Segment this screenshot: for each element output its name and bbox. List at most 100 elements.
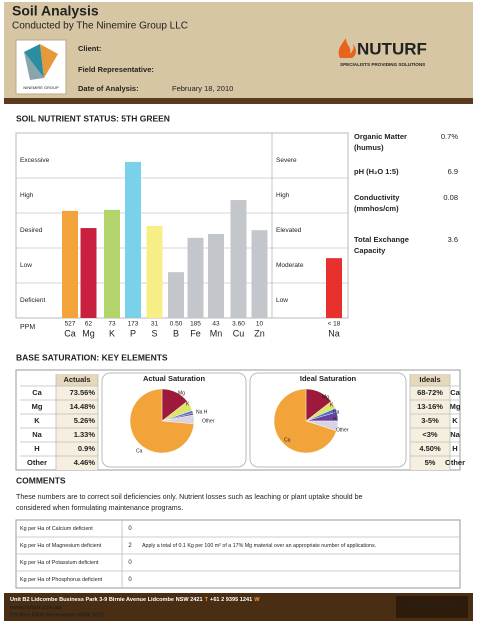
ideal-pie-frame [249, 372, 407, 468]
pie-slice [129, 388, 195, 454]
band-label: Moderate [276, 262, 304, 269]
table-header: Actuals [63, 375, 90, 384]
deficiency-label: Kg per Ha of Phosphorus deficient [20, 577, 103, 583]
nutrient-bar [326, 258, 342, 318]
content: Soil Analysis Conducted by The Ninemire G… [9, 3, 465, 619]
footer-po-box: PO Box 6300 Silverwater NSW 1811 [10, 612, 104, 618]
footer-web: www.nuturf.com.au [9, 605, 62, 611]
nutrient-bar [146, 225, 163, 318]
ppm-value: 43 [212, 321, 220, 328]
section-title: BASE SATURATION: KEY ELEMENTS [16, 352, 168, 362]
ppm-value: < 18 [328, 321, 341, 328]
ideal-value: 5% [425, 458, 436, 467]
deficiency-label: Kg per Ha of Magnesium deficient [20, 543, 102, 549]
element-name: Other [445, 458, 465, 467]
field-label: Client: [78, 44, 101, 53]
deficiency-note: Apply a total of 0.1 Kg per 100 m² of a … [142, 543, 376, 549]
cell-bg [56, 428, 98, 442]
nutrient-symbol: B [173, 328, 179, 338]
nutrient-symbol: Na [328, 328, 340, 338]
band-label: High [276, 192, 290, 199]
ppm-value: 173 [128, 321, 139, 328]
footer-part: +61 2 9395 1241 [210, 597, 252, 603]
client-logo-shape [24, 44, 44, 78]
nutrient-symbol: Fe [190, 328, 201, 338]
nutrient-bar [62, 210, 78, 318]
ppm-value: 73 [108, 321, 116, 328]
pie-label: Mg [322, 394, 329, 400]
element-name: Na [32, 430, 42, 439]
deficiency-amount: 2 [128, 543, 132, 549]
field-label: Date of Analysis: [78, 84, 139, 93]
actual-value: 0.9% [78, 444, 95, 453]
deficiency-amount: 0 [128, 560, 132, 566]
ideal-value: 4.50% [419, 444, 441, 453]
cell-bg [410, 428, 450, 442]
deficiency-label: Kg per Ha of Calcium deficient [20, 526, 93, 532]
saturation-frame [15, 369, 461, 471]
pie-label: Other [202, 418, 215, 424]
ideal-value: 68-72% [417, 388, 443, 397]
nutrient-symbol: K [109, 328, 115, 338]
report-title: Soil Analysis [12, 3, 99, 19]
footer-line: Unit B2 Lidcombe Business Park 3-9 Birni… [10, 597, 260, 603]
actual-value: 4.46% [74, 458, 96, 467]
cell-bg [56, 414, 98, 428]
property-label: pH (H₂O 1:5) [354, 167, 399, 176]
cell-bg [410, 442, 450, 456]
cell-bg [410, 386, 450, 400]
footer-part: Unit B2 Lidcombe Business Park 3-9 Birni… [10, 597, 203, 603]
pie-title: Actual Saturation [143, 374, 206, 383]
unit-label: PPM [20, 324, 35, 331]
cell-bg [410, 400, 450, 414]
cell-bg [56, 400, 98, 414]
pie-title: Ideal Saturation [300, 374, 357, 383]
header-strip [4, 98, 473, 104]
band-label: Desired [20, 227, 43, 234]
footer-date: 18 February 2010 [405, 604, 459, 611]
nutrient-symbol: Mn [210, 328, 223, 338]
cell-bg [56, 386, 98, 400]
element-name: K [34, 416, 40, 425]
nutrient-symbol: Zn [254, 328, 265, 338]
actual-value: 1.33% [74, 430, 96, 439]
property-label: Total Exchange [354, 235, 409, 244]
client-logo-text: NINEMIRE GROUP [23, 85, 59, 90]
element-name: Na [450, 430, 460, 439]
header-bg [4, 2, 473, 100]
property-label: Organic Matter [354, 132, 407, 141]
deficiency-label: Kg per Ha of Potassium deficient [20, 560, 99, 566]
property-value: 0.7% [441, 132, 458, 141]
property-label: Conductivity [354, 193, 400, 202]
property-value: 0.08 [443, 193, 458, 202]
ideal-value: 3-5% [421, 416, 439, 425]
client-logo-shape [24, 52, 44, 80]
footer-bg [4, 593, 473, 621]
nutrient-symbol: Cu [233, 328, 245, 338]
client-logo-shape [40, 44, 58, 78]
property-label: (mmhos/cm) [354, 204, 399, 213]
footer-date-box [396, 596, 468, 618]
cell-bg [410, 414, 450, 428]
element-name: Mg [450, 402, 461, 411]
footer-part: T [205, 597, 209, 603]
section-title: SOIL NUTRIENT STATUS: 5TH GREEN [16, 113, 170, 123]
ppm-value: 62 [85, 321, 93, 328]
element-name: H [452, 444, 457, 453]
band-label: Deficient [20, 297, 45, 304]
ppm-value: 31 [151, 321, 159, 328]
band-label: Low [276, 297, 288, 304]
property-label: Capacity [354, 246, 386, 255]
ppm-value: 185 [190, 321, 201, 328]
actual-value: 14.48% [70, 402, 96, 411]
nutrient-symbol: S [151, 328, 157, 338]
field-value: February 18, 2010 [172, 84, 233, 93]
cell-bg [56, 442, 98, 456]
pie-label: H [333, 416, 337, 422]
deficiency-amount: 0 [128, 526, 132, 532]
pie-label: Na [333, 409, 340, 415]
ppm-value: 527 [65, 321, 76, 328]
ideal-value: 13-16% [417, 402, 443, 411]
element-name: H [34, 444, 39, 453]
nutrient-bar [230, 200, 247, 318]
